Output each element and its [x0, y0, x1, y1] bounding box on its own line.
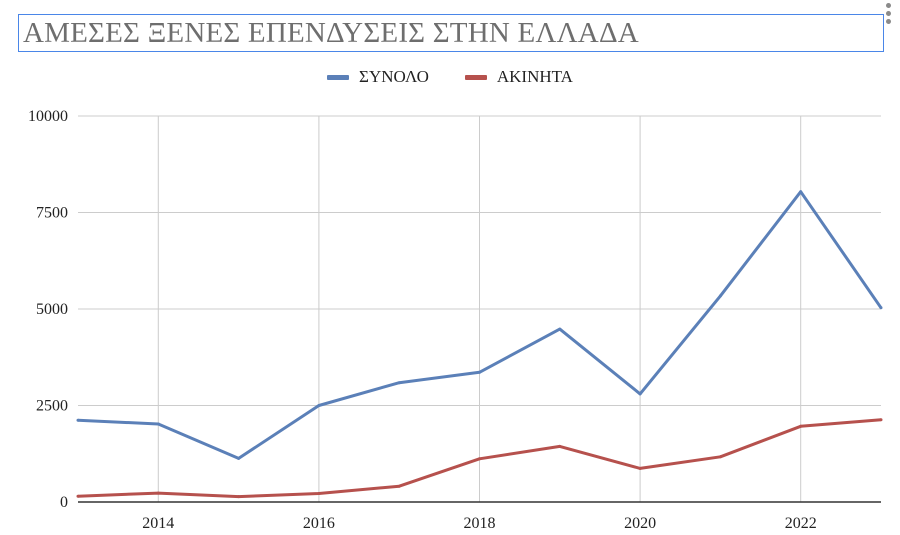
legend-swatch-real-estate [464, 74, 487, 80]
data-point-total [638, 392, 642, 396]
data-point-total [558, 327, 562, 331]
data-point-real-estate [397, 484, 401, 488]
data-point-total [879, 306, 883, 310]
legend-label-real-estate: ΑΚΙΝΗΤΑ [496, 67, 573, 86]
data-point-real-estate [718, 455, 722, 459]
legend-swatch-total [327, 74, 350, 80]
data-point-total [237, 456, 241, 460]
legend-item-total[interactable]: ΣΥΝΟΛΟ [327, 67, 429, 87]
y-tick-label: 2500 [36, 398, 68, 415]
data-point-real-estate [317, 492, 321, 495]
data-point-real-estate [799, 424, 803, 428]
data-point-total [478, 370, 481, 374]
chart-title: ΑΜΕΣΕΣ ΞΕΝΕΣ ΕΠΕΝΔΥΣΕΙΣ ΣΤΗΝ ΕΛΛΑΔΑ [23, 16, 639, 49]
x-tick-label: 2014 [142, 515, 174, 532]
data-point-real-estate [237, 495, 241, 499]
x-tick-label: 2020 [624, 515, 656, 532]
data-point-total [76, 418, 80, 422]
data-point-total [156, 422, 160, 426]
y-tick-label: 0 [60, 494, 68, 511]
data-point-total [718, 294, 722, 298]
data-point-real-estate [478, 457, 481, 461]
data-point-real-estate [558, 444, 562, 448]
data-point-real-estate [156, 491, 160, 495]
x-tick-label: 2018 [464, 515, 496, 532]
data-point-real-estate [76, 494, 80, 498]
data-point-real-estate [638, 466, 642, 470]
y-tick-label: 7500 [36, 205, 68, 222]
y-tick-label: 10000 [28, 108, 68, 125]
x-tick-label: 2022 [785, 515, 817, 532]
data-point-total [397, 381, 401, 385]
more-vert-icon[interactable] [882, 3, 894, 29]
data-point-real-estate [879, 418, 883, 422]
y-tick-label: 5000 [36, 301, 68, 318]
data-point-total [317, 404, 321, 407]
x-tick-label: 2016 [303, 515, 335, 532]
chart-legend: ΣΥΝΟΛΟ ΑΚΙΝΗΤΑ [0, 66, 900, 88]
chart-title-box[interactable]: ΑΜΕΣΕΣ ΞΕΝΕΣ ΕΠΕΝΔΥΣΕΙΣ ΣΤΗΝ ΕΛΛΑΔΑ [18, 14, 884, 52]
data-point-total [799, 190, 803, 194]
legend-item-real-estate[interactable]: ΑΚΙΝΗΤΑ [464, 67, 573, 87]
legend-label-total: ΣΥΝΟΛΟ [359, 67, 429, 86]
